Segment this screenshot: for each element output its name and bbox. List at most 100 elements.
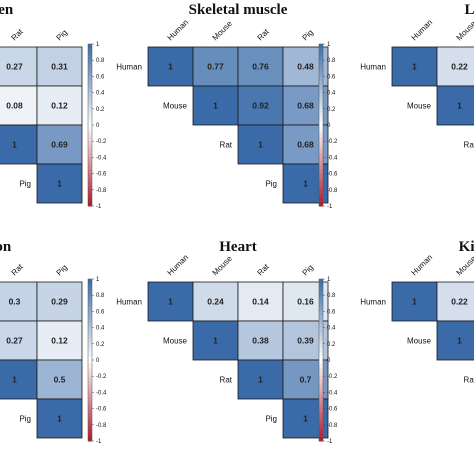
colon-colorbar-segment (88, 384, 92, 389)
colon-col-label: Pig (55, 263, 70, 278)
heart-colorbar-tick-label: -0.6 (327, 407, 338, 413)
colon-title: Colon (0, 239, 12, 255)
skeletal-muscle-colorbar-segment (319, 161, 323, 166)
liver-col-label: Mouse (455, 19, 474, 43)
colon-colorbar-segment (88, 436, 92, 442)
colon-colorbar-segment (88, 428, 92, 434)
spleen-cell-value: 1 (57, 179, 62, 189)
spleen-colorbar-segment (88, 165, 92, 171)
liver-cell (391, 46, 438, 87)
colon-colorbar-segment (88, 392, 92, 397)
skeletal-muscle-col-label: Rat (256, 27, 272, 43)
colon-colorbar-segment (88, 404, 92, 410)
liver-row-label: Human (360, 63, 386, 72)
colon-cell-value: 1 (12, 375, 17, 385)
skeletal-muscle-row-label: Pig (265, 180, 277, 189)
kidney-cell (391, 281, 438, 322)
skeletal-muscle-colorbar-segment (319, 48, 323, 53)
heart-colorbar-segment (319, 412, 323, 418)
kidney-row-label: Mouse (407, 337, 432, 346)
colon-colorbar-tick-label: -1 (96, 439, 102, 445)
colon-colorbar-segment (88, 295, 92, 300)
colon-colorbar-segment (88, 287, 92, 292)
liver-cell-value: 1 (457, 101, 462, 111)
skeletal-muscle-row-label: Human (116, 63, 142, 72)
heart-colorbar-segment (319, 360, 323, 365)
heart-colorbar-segment (319, 347, 323, 353)
spleen-colorbar-tick-label: 0.4 (96, 91, 105, 97)
spleen-colorbar-tick-label: -0.2 (96, 139, 107, 145)
heart-cell (237, 320, 284, 361)
colon-colorbar-segment (88, 327, 92, 333)
heart-colorbar-tick-label: 0 (327, 358, 331, 364)
skeletal-muscle-cell (147, 46, 194, 87)
kidney-title: Kidney (459, 239, 474, 255)
spleen-colorbar-segment (88, 129, 92, 134)
spleen-colorbar-segment (88, 76, 92, 81)
heart-colorbar-segment (319, 351, 323, 357)
skeletal-muscle-cell-value: 0.77 (207, 62, 224, 72)
skeletal-muscle-cell (237, 85, 284, 126)
spleen-colorbar-tick-label: -0.6 (96, 172, 107, 178)
heart-col-label: Pig (301, 263, 316, 278)
heart-colorbar-segment (319, 279, 323, 284)
colon-cell (0, 359, 38, 400)
skeletal-muscle-cell (237, 124, 284, 165)
skeletal-muscle-colorbar-segment (319, 92, 323, 98)
heart-colorbar-segment (319, 416, 323, 422)
colon-colorbar-segment (88, 299, 92, 304)
spleen-colorbar-tick-label: 0 (96, 123, 100, 129)
colon-cell-value: 0.3 (9, 297, 21, 307)
spleen-colorbar-segment (88, 141, 92, 146)
heart-cell-value: 1 (258, 375, 263, 385)
skeletal-muscle-colorbar-segment (319, 153, 323, 158)
spleen-colorbar-segment (88, 193, 92, 199)
skeletal-muscle-colorbar-tick-label: -0.4 (327, 155, 338, 161)
colon-colorbar-tick-label: -0.4 (96, 390, 107, 396)
colon-colorbar-segment (88, 343, 92, 349)
spleen-colorbar-segment (88, 120, 92, 126)
skeletal-muscle-colorbar-segment (319, 76, 323, 81)
spleen-colorbar-tick-label: 0.6 (96, 74, 105, 80)
spleen-colorbar-segment (88, 173, 92, 179)
colon-colorbar-segment (88, 303, 92, 308)
spleen-colorbar-segment (88, 68, 92, 73)
skeletal-muscle-title: Skeletal muscle (189, 2, 288, 18)
colon-colorbar-segment (88, 416, 92, 422)
skeletal-muscle-colorbar-segment (319, 133, 323, 138)
skeletal-muscle-colorbar-segment (319, 64, 323, 69)
spleen-colorbar-segment (88, 112, 92, 118)
kidney-cell (436, 320, 474, 361)
colon-cell (36, 281, 83, 322)
colon-colorbar-segment (88, 311, 92, 316)
skeletal-muscle-cell-value: 0.76 (252, 62, 269, 72)
liver-cell-value: 0.22 (451, 62, 468, 72)
colon-colorbar-tick-label: 0.6 (96, 309, 105, 315)
heart-cell-value: 1 (168, 297, 173, 307)
skeletal-muscle-colorbar-segment (319, 129, 323, 134)
spleen-colorbar-tick-label: 0.2 (96, 107, 105, 113)
spleen-colorbar-segment (88, 201, 92, 207)
skeletal-muscle-cell-value: 1 (258, 140, 263, 150)
liver-title: Liver (465, 2, 474, 18)
spleen-col-label: Pig (55, 28, 70, 43)
heart-colorbar-segment (319, 299, 323, 304)
heart-colorbar-segment (319, 408, 323, 414)
spleen-colorbar-segment (88, 125, 92, 130)
spleen-colorbar-segment (88, 153, 92, 158)
spleen-colorbar-tick-label: 1 (96, 42, 100, 48)
spleen-cell-value: 0.31 (51, 62, 68, 72)
heart-colorbar-segment (319, 343, 323, 349)
heart-colorbar-segment (319, 303, 323, 308)
spleen-colorbar-segment (88, 145, 92, 150)
spleen-cell-value: 0.27 (6, 62, 23, 72)
heart-colorbar-tick-label: 1 (327, 277, 331, 283)
skeletal-muscle-colorbar-segment (319, 60, 323, 65)
skeletal-muscle-colorbar-segment (319, 149, 323, 154)
skeletal-muscle-row-label: Rat (220, 141, 233, 150)
spleen-colorbar-segment (88, 185, 92, 191)
spleen-cell (36, 46, 83, 87)
colon-colorbar-segment (88, 364, 92, 369)
heart-cell-value: 1 (213, 336, 218, 346)
spleen-colorbar-segment (88, 60, 92, 65)
